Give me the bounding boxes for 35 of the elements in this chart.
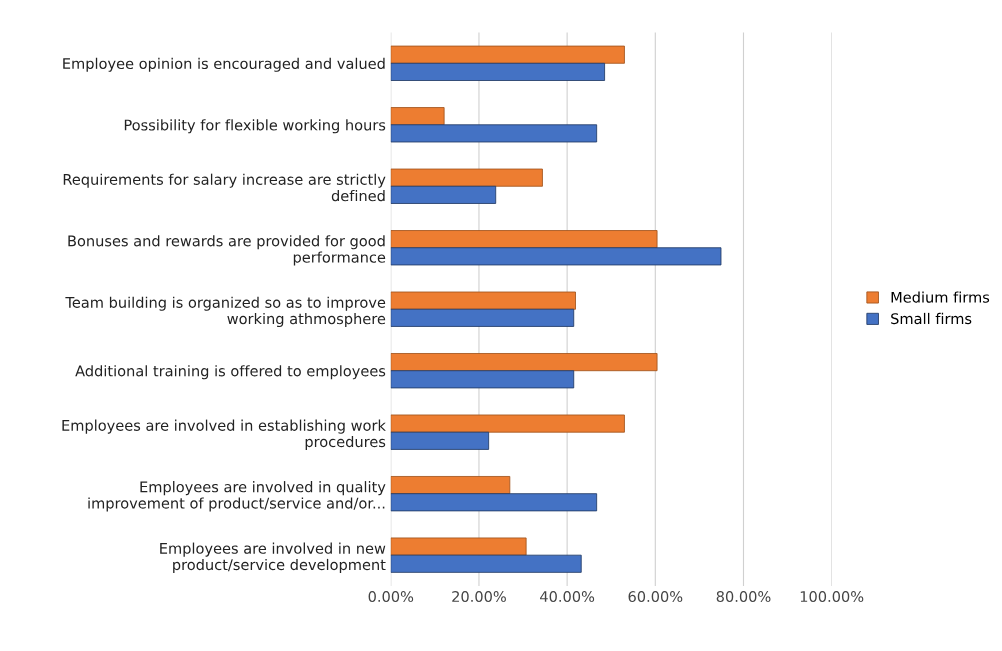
bar <box>390 45 625 64</box>
y-tick-label: Requirements for salary increase are strictly defined <box>63 173 386 202</box>
y-tick-label: Employee opinion is encouraged and valued <box>63 57 385 72</box>
bar <box>390 247 722 266</box>
y-tick-label: Employees are involved in establishing work procedures <box>62 419 386 451</box>
x-tick-label: 60.00% <box>628 591 683 603</box>
bar <box>390 353 658 372</box>
x-tick-label: 40.00% <box>540 591 595 603</box>
legend-label: Small firms <box>891 312 972 325</box>
y-tick-label: Possibility for flexible working hours <box>124 119 386 134</box>
bar <box>390 431 490 450</box>
legend-label: Medium firms <box>891 291 990 303</box>
bar <box>390 62 606 81</box>
y-tick-label: Additional training is offered to employees <box>75 365 386 380</box>
y-tick-label: Bonuses and rewards are provided for good performance <box>68 235 386 266</box>
bar <box>390 107 445 126</box>
bar <box>390 185 497 204</box>
bar <box>390 554 582 573</box>
bar <box>390 537 527 556</box>
x-tick-label: 20.00% <box>452 591 506 603</box>
bar <box>390 476 511 495</box>
bar <box>390 308 575 327</box>
x-tick-label: 100.00% <box>800 591 864 603</box>
bar <box>390 168 543 187</box>
y-tick-label: Employees are involved in quality improvement of product/service and/or... <box>88 481 386 512</box>
x-tick-label: 80.00% <box>716 591 771 603</box>
bar <box>390 124 598 143</box>
x-tick-label: 0.00% <box>368 591 414 603</box>
bar <box>390 370 575 389</box>
bar <box>390 493 598 512</box>
bar <box>390 230 658 249</box>
y-tick-label: Employees are involved in new product/service development <box>160 542 386 573</box>
bar <box>390 414 625 433</box>
bar <box>390 291 576 310</box>
y-tick-label: Team building is organized so as to improve working athmosphere <box>65 296 386 328</box>
